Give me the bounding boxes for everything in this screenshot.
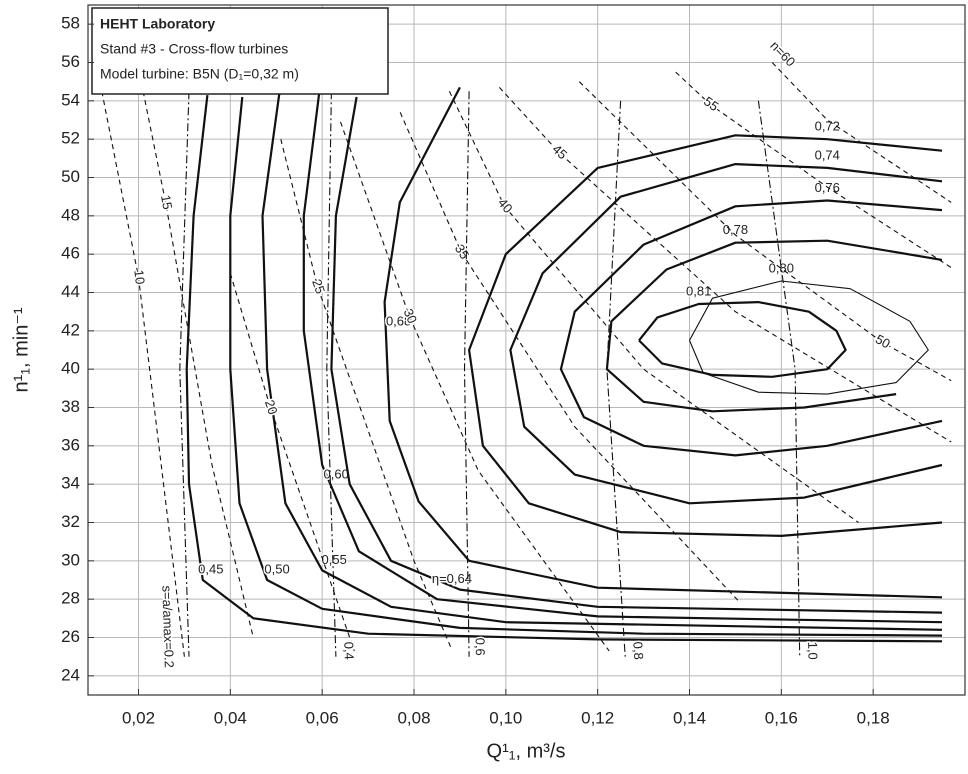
- contour-line: [399, 112, 740, 602]
- contour-line: [229, 273, 355, 652]
- contour-line: [606, 100, 626, 657]
- contour-line: [688, 280, 929, 395]
- curve-label: 0,72: [815, 119, 840, 134]
- y-axis-title: n¹₁, min⁻¹: [10, 307, 32, 392]
- curve-label: 0,68: [386, 314, 411, 329]
- contour-line: [229, 96, 943, 637]
- y-tick-label: 56: [61, 52, 80, 71]
- x-tick-label: 0,06: [306, 708, 339, 727]
- curve-label: 0,80: [769, 260, 794, 275]
- contour-line: [509, 163, 943, 505]
- curve-label: 0,78: [723, 222, 748, 237]
- contour-line: [261, 89, 943, 631]
- contour-line: [302, 87, 943, 624]
- y-tick-label: 28: [61, 589, 80, 608]
- contour-line: [101, 91, 185, 657]
- curve-label: 1,0: [805, 642, 820, 660]
- curve-label: 0,81: [686, 283, 711, 298]
- plot-frame: [87, 4, 966, 696]
- contour-line: [578, 81, 952, 382]
- info-title: HEHT Laboratory: [100, 16, 215, 32]
- y-tick-label: 42: [61, 320, 80, 339]
- y-tick-label: 46: [61, 244, 80, 263]
- curve-label: 0,50: [264, 561, 289, 576]
- contour-line: [675, 71, 952, 269]
- contour-line: [339, 121, 610, 652]
- x-tick-label: 0,10: [489, 708, 522, 727]
- curve-label: 0,60: [324, 466, 349, 481]
- x-tick-label: 0,14: [673, 708, 706, 727]
- curve-label: 0,6: [473, 638, 488, 656]
- y-tick-label: 26: [61, 627, 80, 646]
- x-tick-label: 0,12: [581, 708, 614, 727]
- y-tick-label: 48: [61, 205, 80, 224]
- x-tick-label: 0,16: [765, 708, 798, 727]
- curve-label: 0,55: [322, 552, 347, 567]
- curve-label: 0,45: [198, 561, 223, 576]
- y-tick-label: 52: [61, 129, 80, 148]
- contour-line: [280, 139, 452, 648]
- curve-label: 0,8: [630, 641, 646, 660]
- info-line: Stand #3 - Cross-flow turbines: [100, 41, 288, 57]
- contour-line: [179, 91, 190, 657]
- contour-line: [326, 91, 337, 657]
- info-line: Model turbine: B5N (D₁=0,32 m): [100, 66, 299, 82]
- contour-line: [605, 239, 943, 413]
- info-box: HEHT Laboratory Stand #3 - Cross-flow tu…: [91, 7, 389, 95]
- contour-line: [383, 86, 943, 599]
- contour-line: [330, 96, 943, 614]
- y-tick-label: 44: [61, 282, 80, 301]
- y-tick-label: 30: [61, 550, 80, 569]
- y-tick-label: 32: [61, 512, 80, 531]
- x-tick-label: 0,08: [397, 708, 430, 727]
- contour-line: [463, 91, 470, 657]
- info-box-frame: [91, 7, 389, 95]
- y-tick-label: 50: [61, 167, 80, 186]
- curve-label: 10: [131, 269, 148, 285]
- x-tick-label: 0,02: [122, 708, 155, 727]
- y-tick-label: 38: [61, 397, 80, 416]
- y-tick-label: 40: [61, 359, 80, 378]
- contour-line: [185, 94, 943, 643]
- curve-label: 0,4: [341, 641, 357, 660]
- curve-label: 25: [309, 277, 328, 296]
- contour-line: [638, 301, 847, 378]
- contour-line: [142, 91, 254, 638]
- curve-label: s=a/amax=0.2: [159, 585, 177, 668]
- x-axis-title: Q¹₁, m³/s: [487, 740, 566, 762]
- y-tick-label: 24: [61, 665, 80, 684]
- y-tick-label: 34: [61, 474, 80, 493]
- curve-label: 20: [262, 398, 281, 417]
- y-tick-label: 54: [61, 90, 80, 109]
- curve-label: 0,74: [815, 147, 840, 162]
- contour-line: [559, 199, 943, 457]
- x-tick-label: 0,04: [214, 708, 247, 727]
- curve-label: 15: [158, 194, 175, 211]
- x-tick-label: 0,18: [857, 708, 890, 727]
- contour-line: [468, 134, 943, 537]
- curve-label: η=0,64: [432, 571, 472, 586]
- contour-line: [498, 87, 952, 443]
- grid: [88, 5, 965, 695]
- y-tick-label: 58: [61, 14, 80, 33]
- contour-line: [448, 91, 859, 523]
- y-tick-label: 36: [61, 435, 80, 454]
- curve-label: 30: [401, 306, 421, 325]
